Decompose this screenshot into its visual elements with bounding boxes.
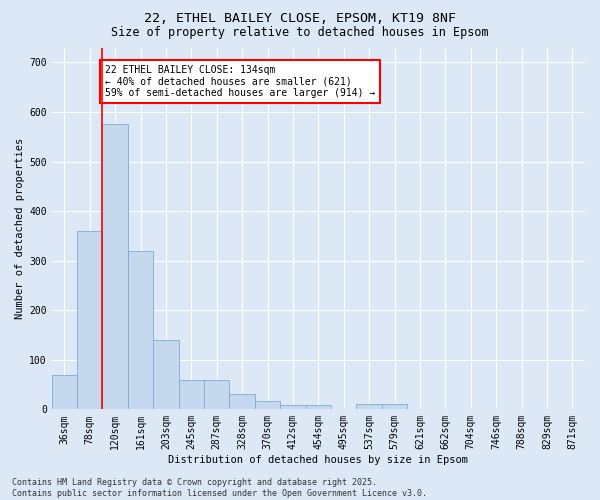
Bar	[305, 406, 331, 409]
Bar	[179, 380, 204, 410]
Bar	[356, 404, 382, 409]
Bar	[229, 394, 255, 409]
Bar	[153, 340, 179, 409]
Text: 22, ETHEL BAILEY CLOSE, EPSOM, KT19 8NF: 22, ETHEL BAILEY CLOSE, EPSOM, KT19 8NF	[144, 12, 456, 26]
Bar	[204, 380, 229, 410]
Text: Size of property relative to detached houses in Epsom: Size of property relative to detached ho…	[111, 26, 489, 39]
Text: 22 ETHEL BAILEY CLOSE: 134sqm
← 40% of detached houses are smaller (621)
59% of : 22 ETHEL BAILEY CLOSE: 134sqm ← 40% of d…	[105, 65, 375, 98]
Bar	[255, 401, 280, 409]
Bar	[52, 374, 77, 410]
X-axis label: Distribution of detached houses by size in Epsom: Distribution of detached houses by size …	[169, 455, 469, 465]
Bar	[128, 250, 153, 410]
Bar	[77, 231, 103, 410]
Bar	[382, 404, 407, 409]
Text: Contains HM Land Registry data © Crown copyright and database right 2025.
Contai: Contains HM Land Registry data © Crown c…	[12, 478, 427, 498]
Bar	[103, 124, 128, 410]
Bar	[280, 406, 305, 409]
Y-axis label: Number of detached properties: Number of detached properties	[15, 138, 25, 319]
